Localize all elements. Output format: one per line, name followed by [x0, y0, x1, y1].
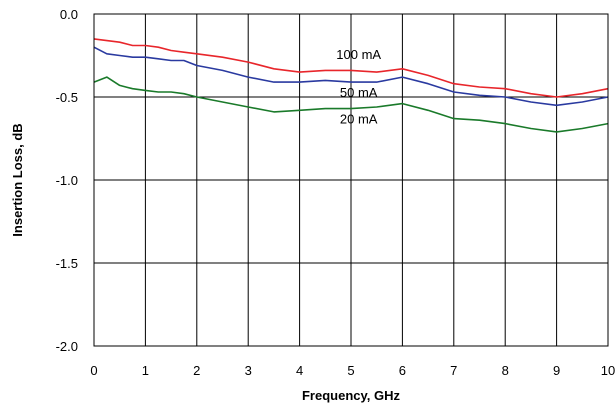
x-tick-label: 2: [193, 363, 200, 378]
x-tick-label: 1: [142, 363, 149, 378]
series-lines: [93, 38, 609, 133]
x-axis-title: Frequency, GHz: [302, 388, 401, 403]
x-axis-ticks: 0 1 2 3 4 5 6 7 8 9 10: [90, 363, 615, 378]
x-tick-label: 10: [601, 363, 615, 378]
y-axis-ticks: 0.0 -0.5 -1.0 -1.5 -2.0: [56, 7, 78, 354]
series-line-100-ma: [93, 38, 609, 98]
series-label-20-ma: 20 mA: [340, 112, 378, 127]
series-labels: 100 mA 50 mA 20 mA: [336, 47, 381, 127]
x-tick-label: 5: [347, 363, 354, 378]
y-tick-label: -1.0: [56, 173, 78, 188]
y-axis-title: Insertion Loss, dB: [10, 123, 25, 236]
y-tick-label: -2.0: [56, 339, 78, 354]
x-tick-label: 9: [553, 363, 560, 378]
x-tick-label: 0: [90, 363, 97, 378]
x-tick-label: 8: [502, 363, 509, 378]
x-tick-label: 3: [245, 363, 252, 378]
series-label-100-ma: 100 mA: [336, 47, 381, 62]
series-label-50-ma: 50 mA: [340, 85, 378, 100]
series-line-50-ma: [93, 46, 609, 107]
plot-frame: [93, 13, 609, 347]
x-tick-label: 6: [399, 363, 406, 378]
chart-grid: [94, 14, 608, 346]
y-tick-label: -1.5: [56, 256, 78, 271]
x-tick-label: 4: [296, 363, 303, 378]
x-tick-label: 7: [450, 363, 457, 378]
y-tick-label: -0.5: [56, 90, 78, 105]
y-tick-label: 0.0: [60, 7, 78, 22]
series-line-20-ma: [93, 76, 609, 133]
